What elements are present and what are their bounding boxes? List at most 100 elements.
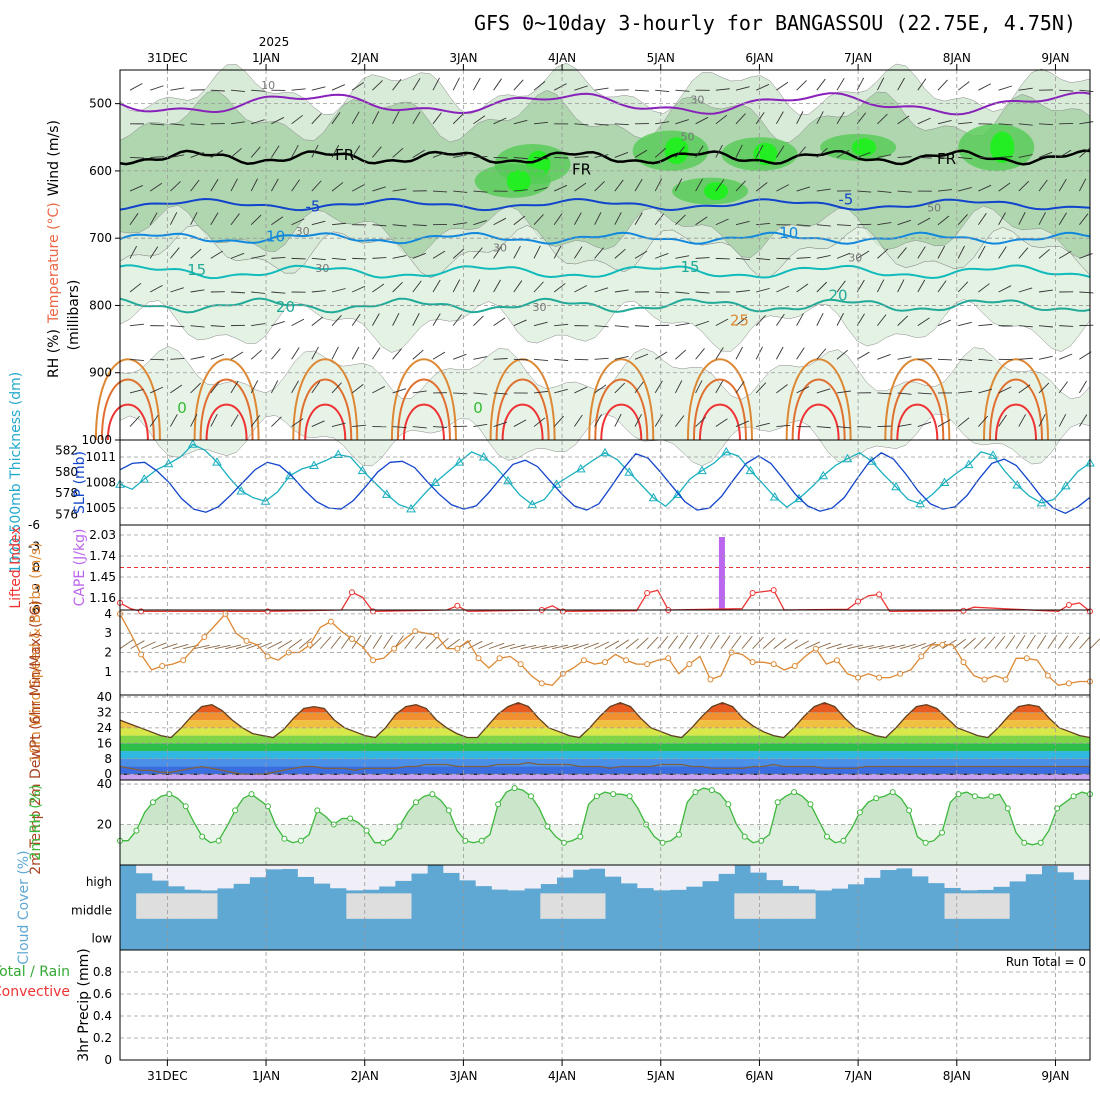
rh2m-marker	[429, 791, 436, 798]
surface-wind-barb	[362, 634, 372, 649]
wind-barb	[513, 319, 527, 327]
wind-barb	[675, 89, 690, 92]
wind-barb	[533, 187, 548, 192]
wind-barb	[251, 119, 265, 125]
wind-barb	[554, 323, 569, 327]
cloud-mid-gap	[993, 893, 1010, 919]
surface-wind-barb	[910, 642, 926, 650]
wind-barb	[877, 279, 885, 293]
wind-barb	[412, 111, 421, 125]
wind-speed-marker	[327, 618, 334, 625]
isotherm-label: 10	[779, 224, 798, 242]
cloud-high-gap	[184, 865, 202, 890]
cloud-mid-gap	[734, 893, 751, 919]
slp-marker	[988, 450, 998, 459]
wind-tick-label: 2	[104, 646, 112, 660]
surface-wind-barb	[952, 638, 967, 649]
cape-bar	[718, 537, 725, 610]
wind-tick-label: 3	[104, 626, 112, 640]
slp-marker	[963, 459, 974, 469]
wind-barb	[594, 123, 609, 126]
wind-barb	[917, 279, 926, 293]
wind-barb	[250, 380, 259, 394]
isotherm-label: -5	[838, 191, 853, 209]
wind-barb	[372, 146, 382, 158]
slp-marker	[430, 477, 441, 486]
wind-barb	[251, 291, 266, 294]
wind-barb	[917, 246, 926, 259]
rh-contour-label: 30	[296, 225, 310, 238]
wind-barb	[574, 123, 589, 126]
wind-speed-marker	[833, 657, 840, 664]
wind-speed-marker	[391, 645, 398, 652]
temp-band	[120, 727, 1090, 736]
cloud-high-gap	[136, 865, 153, 874]
wind-barb	[473, 77, 481, 91]
temp-tick-label: 16	[97, 736, 112, 750]
isotherm-label: 10	[266, 228, 285, 246]
wind-barb	[917, 358, 932, 360]
wind-barb	[715, 418, 728, 427]
wind-barb	[190, 325, 205, 328]
wind-barb	[1038, 123, 1054, 126]
wind-barb	[776, 184, 790, 192]
cloud-high-gap	[443, 865, 460, 873]
surface-wind-barb	[298, 637, 312, 649]
date-label-bottom: 9JAN	[1041, 1069, 1069, 1083]
cloud-ylabel: Cloud Cover (%)	[16, 850, 32, 964]
wind-barb	[553, 415, 564, 427]
wind-barb	[594, 357, 609, 360]
wind-barb	[715, 380, 724, 394]
temp-tick-label: 32	[97, 705, 112, 719]
slp-marker	[309, 460, 319, 469]
surface-isotherm	[994, 403, 1037, 441]
wind-barb	[755, 112, 765, 125]
wind-barb	[715, 179, 725, 192]
surface-wind-barb	[288, 638, 302, 650]
wind-barb	[412, 349, 424, 360]
wind-barb	[230, 252, 245, 259]
rh-contour-label: 30	[532, 301, 546, 314]
surface-wind-barb	[330, 635, 342, 649]
wind-barb	[836, 77, 845, 91]
surface-wind-barb	[847, 644, 864, 650]
wind-barb	[533, 281, 544, 293]
wind-barb	[755, 382, 767, 394]
wind-barb	[755, 314, 766, 326]
rh-ylabel: 2m RH (%)	[28, 785, 44, 861]
wind-barb	[493, 317, 506, 327]
wind-barb	[897, 219, 912, 226]
surface-wind-barb	[214, 644, 231, 650]
wind-barb	[291, 418, 304, 427]
wind-barb	[735, 346, 744, 360]
rh2m-marker	[741, 833, 748, 840]
isotherm-line	[119, 264, 1091, 280]
wind-barb	[190, 152, 204, 158]
wind-speed-marker	[306, 641, 313, 648]
slp-marker	[212, 457, 222, 466]
rh-contour-label: 50	[680, 131, 694, 144]
wind-barb	[554, 388, 568, 394]
wind-barb	[452, 279, 461, 293]
wind-barb	[170, 357, 185, 360]
wind-barb	[472, 279, 481, 293]
rh2m-marker	[528, 793, 535, 800]
wind-barb	[816, 147, 828, 158]
lifted-index-marker	[348, 589, 355, 596]
wind-barb	[675, 255, 690, 259]
date-label-top: 6JAN	[745, 51, 773, 65]
surface-wind-barb	[1015, 635, 1026, 649]
wind-barb	[836, 280, 846, 293]
wind-barb	[937, 215, 950, 226]
wind-speed-marker	[454, 645, 461, 652]
wind-barb	[473, 115, 486, 125]
wind-barb	[735, 316, 748, 326]
wind-barb	[170, 87, 185, 91]
cloud-high-gap	[1057, 865, 1075, 873]
wind-barb	[190, 248, 202, 259]
li-tick-label: 3	[32, 582, 40, 596]
wind-barb	[351, 313, 361, 326]
wind-barb	[1038, 212, 1046, 225]
wind-barb	[816, 111, 824, 125]
wind-barb	[1038, 325, 1053, 328]
